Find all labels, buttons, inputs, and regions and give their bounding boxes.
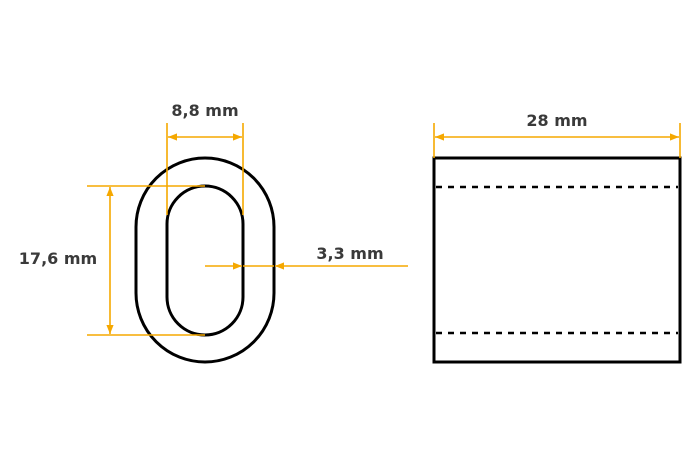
inner-width-label: 8,8 mm bbox=[171, 101, 238, 120]
front-view bbox=[134, 156, 276, 364]
inner-oval bbox=[165, 184, 245, 337]
length-label: 28 mm bbox=[526, 111, 587, 130]
inner-height-label: 17,6 mm bbox=[19, 249, 97, 268]
dimension-length bbox=[433, 123, 681, 158]
side-body bbox=[432, 156, 682, 364]
wall-thickness-label: 3,3 mm bbox=[316, 244, 383, 263]
side-view bbox=[432, 156, 682, 364]
outer-oval bbox=[134, 156, 276, 364]
dimension-inner-width bbox=[166, 123, 244, 215]
dimension-inner-height bbox=[87, 185, 205, 336]
